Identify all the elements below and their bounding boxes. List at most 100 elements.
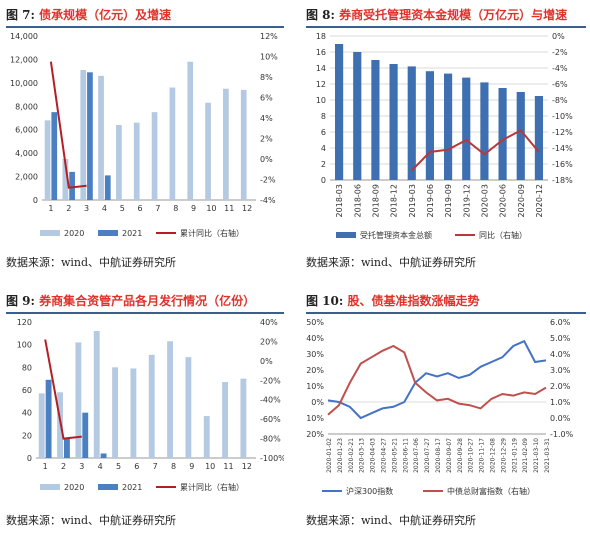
- x-tick-label: 6: [134, 462, 139, 471]
- x-tick-label: 2020-10-27: [468, 438, 475, 473]
- x-tick-label: 2019-09: [444, 184, 453, 217]
- figure-label: 图 8:: [306, 8, 335, 22]
- x-tick-label: 9: [191, 204, 196, 213]
- legend-label: 累计同比（右轴）: [180, 228, 244, 238]
- x-tick-label: 1: [43, 462, 48, 471]
- bar-2020: [75, 342, 82, 458]
- data-source: 数据来源：wind、中航证券研究所: [306, 256, 477, 269]
- title-rule: [6, 312, 284, 314]
- x-tick-label: 2020-05-21: [391, 438, 398, 473]
- x-tick-label: 2020-03-13: [359, 438, 366, 473]
- x-tick-label: 2020-09: [517, 184, 526, 217]
- y-tick-label: 100: [17, 341, 32, 350]
- bar-2020: [203, 416, 210, 458]
- x-tick-label: 2020-09-28: [457, 438, 464, 473]
- y-tick-label: -10%: [306, 414, 324, 423]
- title-rule: [306, 26, 586, 28]
- legend-label: 累计同比（右轴）: [180, 482, 244, 492]
- y-tick-label: 6,000: [15, 126, 38, 135]
- legend-label: 中债总财富指数（右轴）: [447, 486, 535, 496]
- y2-tick-label: -20%: [260, 376, 281, 385]
- y-tick-label: 10,000: [10, 79, 38, 88]
- y-tick-label: 20%: [306, 366, 324, 375]
- x-tick-label: 5: [116, 462, 121, 471]
- y2-tick-label: 0%: [260, 357, 273, 366]
- data-source: 数据来源：wind、中航证券研究所: [6, 514, 177, 527]
- bar-受托管理资本金总额: [498, 88, 507, 180]
- y-tick-label: 8: [321, 112, 326, 121]
- y2-tick-label: 0%: [260, 155, 273, 164]
- bar-2020: [112, 367, 118, 458]
- y2-tick-label: -40%: [260, 396, 281, 405]
- x-tick-label: 8: [173, 204, 178, 213]
- series-line-沪深300指数: [327, 339, 547, 420]
- x-tick-label: 2020-02-21: [348, 438, 355, 473]
- x-tick-label: 2020-09-07: [446, 438, 453, 473]
- y2-tick-label: -60%: [260, 415, 281, 424]
- x-tick-label: 1: [48, 204, 53, 213]
- chart-title: 图 9: 券商集合资管产品各月发行情况（亿份）: [6, 292, 255, 309]
- bar-2020: [80, 69, 87, 200]
- x-tick-label: 2021-02-09: [522, 438, 529, 473]
- legend-label: 2021: [122, 483, 142, 492]
- x-tick-label: 2020-06: [499, 184, 508, 217]
- y2-tick-label: 4%: [260, 114, 273, 123]
- bar-受托管理资本金总额: [425, 71, 435, 180]
- x-tick-label: 2018-09: [371, 184, 380, 217]
- y-tick-label: 4,000: [15, 149, 38, 158]
- title-rule: [6, 26, 284, 28]
- bar-2021: [45, 379, 52, 458]
- figure-title: 券商集合资管产品各月发行情况（亿份）: [39, 294, 256, 308]
- x-tick-label: 2018-06: [353, 184, 362, 217]
- bar-2020: [62, 159, 69, 200]
- chart-svg: 0 2,000 4,000 6,000 8,000 10,000 12,000 14,000 -…: [10, 32, 278, 238]
- bar-2020: [167, 341, 173, 458]
- y-tick-label: 0: [321, 176, 326, 185]
- x-tick-label: 2021-03-10: [533, 438, 540, 473]
- bar-2021: [100, 453, 107, 458]
- x-tick-label: 3: [84, 204, 89, 213]
- y2-tick-label: -10%: [552, 112, 573, 121]
- bar-2020: [44, 120, 51, 200]
- x-tick-label: 3: [79, 462, 84, 471]
- y2-tick-label: 12%: [260, 32, 278, 41]
- y2-tick-label: 3.0%: [550, 366, 571, 375]
- legend-swatch: [98, 230, 118, 236]
- y2-tick-label: 6%: [260, 94, 273, 103]
- x-tick-label: 4: [98, 462, 103, 471]
- legend-swatch: [336, 232, 356, 238]
- y2-tick-label: -80%: [260, 435, 281, 444]
- legend-swatch: [40, 484, 60, 490]
- y-tick-label: 2,000: [15, 173, 38, 182]
- y2-tick-label: -8%: [552, 96, 568, 105]
- x-tick-label: 2020-07-06: [413, 438, 420, 473]
- chart-title: 图 10: 股、债基准指数涨幅走势: [306, 292, 480, 309]
- x-tick-label: 12: [242, 462, 252, 471]
- bar-受托管理资本金总额: [443, 73, 453, 180]
- y-tick-label: 14,000: [10, 32, 38, 41]
- x-tick-label: 12: [242, 204, 252, 213]
- y-tick-label: 50%: [306, 318, 324, 327]
- legend-label: 受托管理资本金总额: [360, 230, 432, 240]
- bar-2020: [93, 331, 100, 458]
- x-tick-label: 2020-12-29: [500, 438, 507, 473]
- bar-2020: [133, 122, 140, 200]
- bar-2020: [148, 354, 155, 458]
- bar-2021: [69, 171, 75, 200]
- y-tick-label: 80: [22, 363, 32, 372]
- y2-tick-label: -12%: [552, 128, 573, 137]
- y2-tick-label: -1.0%: [550, 430, 574, 439]
- bar-2020: [240, 378, 247, 458]
- x-tick-label: 11: [224, 204, 234, 213]
- chart-title: 图 7: 债承规模（亿元）及增速: [6, 6, 171, 23]
- y2-tick-label: 2%: [260, 135, 273, 144]
- chart-title: 图 8: 券商受托管理资本金规模（万亿元）与增速: [306, 6, 567, 23]
- x-tick-label: 2020-07-27: [424, 438, 431, 473]
- legend-swatch: [40, 230, 60, 236]
- bar-2021: [64, 437, 70, 458]
- y2-tick-label: 5.0%: [550, 334, 571, 343]
- x-tick-label: 2019-06: [426, 184, 435, 217]
- y2-tick-label: 10%: [260, 53, 278, 62]
- x-tick-label: 2018-12: [390, 184, 399, 217]
- y2-tick-label: -100%: [260, 454, 284, 463]
